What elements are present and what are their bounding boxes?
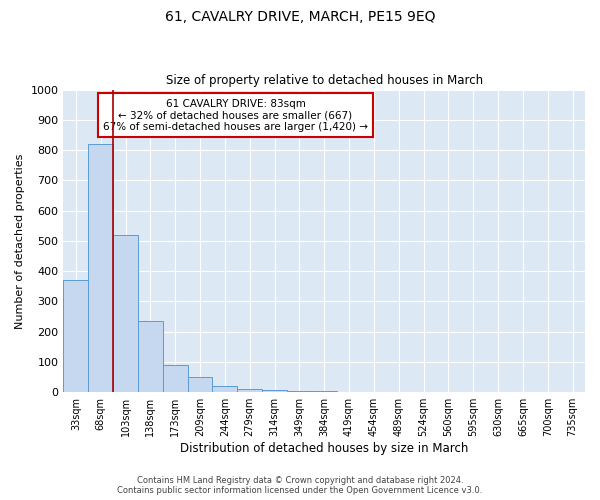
Bar [88,144,113,392]
Bar [64,280,88,392]
Y-axis label: Number of detached properties: Number of detached properties [15,153,25,328]
Bar [188,377,212,392]
X-axis label: Distribution of detached houses by size in March: Distribution of detached houses by size … [180,442,469,455]
Bar [113,235,138,392]
Text: 61 CAVALRY DRIVE: 83sqm
← 32% of detached houses are smaller (667)
67% of semi-d: 61 CAVALRY DRIVE: 83sqm ← 32% of detache… [103,98,368,132]
Bar [262,390,287,392]
Text: 61, CAVALRY DRIVE, MARCH, PE15 9EQ: 61, CAVALRY DRIVE, MARCH, PE15 9EQ [165,10,435,24]
Title: Size of property relative to detached houses in March: Size of property relative to detached ho… [166,74,483,87]
Text: Contains HM Land Registry data © Crown copyright and database right 2024.
Contai: Contains HM Land Registry data © Crown c… [118,476,482,495]
Bar [138,321,163,392]
Bar [237,388,262,392]
Bar [212,386,237,392]
Bar [163,365,188,392]
Bar [287,390,312,392]
